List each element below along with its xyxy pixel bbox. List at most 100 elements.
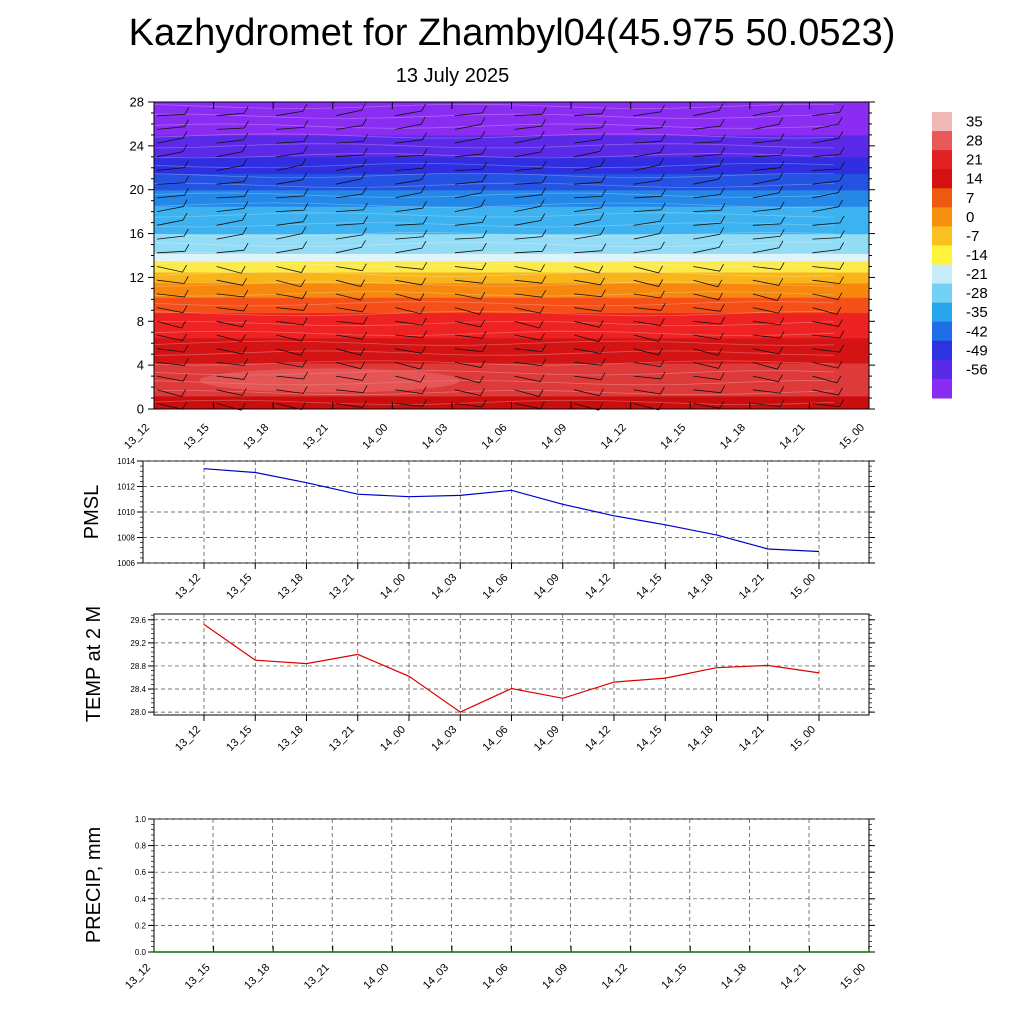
precip-y-tick-label: 0.8 — [135, 842, 147, 851]
contour-line — [154, 172, 834, 179]
wind-barb — [335, 361, 366, 370]
pmsl-x-tick-label: 14_12 — [583, 572, 613, 602]
wind-barb — [156, 199, 188, 212]
temp2m-x-tick-label: 13_12 — [173, 724, 203, 754]
wind-barb — [633, 202, 666, 212]
wind-barb — [454, 174, 487, 185]
wind-barb — [574, 106, 607, 117]
wind-barb — [574, 132, 606, 144]
wind-barb — [276, 333, 306, 342]
wind-barb — [335, 263, 367, 272]
wind-barb — [514, 160, 547, 171]
wind-barb — [335, 400, 367, 409]
wind-barb — [752, 117, 784, 130]
y-tick-label: 0 — [137, 402, 144, 417]
wind-barb — [395, 346, 427, 354]
wind-barb — [276, 371, 308, 380]
wind-barb — [514, 358, 547, 367]
wind-barb — [216, 334, 246, 343]
wind-barb — [693, 134, 726, 144]
wind-barb — [752, 361, 782, 370]
wind-barb — [693, 203, 726, 212]
heatmap-layer-13 — [154, 156, 869, 174]
wind-barb — [693, 215, 726, 226]
wind-barb — [752, 103, 784, 117]
colorbar-label: 0 — [966, 209, 974, 226]
heatmap-layer-12 — [154, 173, 869, 191]
wind-barb — [335, 279, 366, 287]
heatmap-layer-3 — [154, 312, 869, 339]
wind-barb — [514, 290, 547, 298]
wind-barb — [514, 333, 545, 341]
wind-barb — [693, 304, 725, 312]
wind-barb — [216, 189, 249, 199]
wind-barb — [216, 319, 247, 328]
wind-barb — [514, 276, 547, 284]
temp2m-ylabel: TEMP at 2 M — [83, 606, 105, 722]
wind-barb — [276, 157, 307, 171]
heatmap-layer-2 — [154, 337, 869, 364]
wind-barb — [395, 330, 428, 339]
wind-barb — [633, 173, 665, 185]
wind-barb — [693, 187, 725, 199]
wind-barb — [752, 262, 785, 271]
wind-barb — [276, 188, 309, 199]
wind-barb — [693, 348, 723, 356]
wind-barb — [216, 174, 249, 185]
wind-barb — [335, 186, 367, 199]
colorbar-swatch — [932, 283, 952, 304]
wind-barb — [276, 303, 308, 311]
wind-barb — [752, 229, 785, 240]
wind-barb — [693, 158, 724, 171]
precip-x-tick-label: 13_21 — [302, 962, 332, 992]
wind-barb — [156, 374, 188, 382]
wind-barb — [395, 201, 427, 212]
temp2m-x-tick-label: 14_15 — [634, 724, 664, 754]
precip-y-tick-label: 0.2 — [135, 921, 147, 930]
wind-barb — [395, 306, 425, 315]
temp2m-x-tick-label: 14_03 — [429, 724, 459, 754]
wind-barb — [454, 399, 487, 408]
x-tick-label: 13_21 — [301, 422, 331, 452]
wind-barb — [156, 244, 190, 254]
wind-barb — [573, 402, 604, 411]
wind-barb — [574, 304, 606, 312]
wind-barb — [216, 278, 247, 286]
wind-barb — [514, 199, 545, 212]
x-tick-label: 14_00 — [360, 422, 390, 452]
precip-y-tick-label: 1.0 — [135, 815, 147, 824]
pmsl-x-tick-label: 15_00 — [788, 572, 818, 602]
heatmap-layers — [154, 102, 869, 409]
wind-barb — [514, 306, 545, 314]
precip-x-tick-label: 13_15 — [183, 962, 213, 992]
wind-barb — [276, 279, 306, 288]
colorbar-label: -35 — [966, 304, 988, 321]
contour-line — [154, 271, 835, 277]
x-tick-label: 14_18 — [718, 422, 748, 452]
wind-barb — [335, 332, 367, 340]
wind-barb — [335, 147, 368, 158]
temp2m-y-tick-label: 28.8 — [130, 662, 146, 671]
precip-ylabel: PRECIP, mm — [83, 827, 105, 943]
wind-barb — [156, 144, 188, 158]
wind-barb — [752, 133, 785, 144]
chart-subtitle: 13 July 2025 — [395, 65, 510, 87]
wind-barb — [633, 359, 665, 368]
temp2m-y-tick-label: 29.2 — [130, 639, 146, 648]
wind-barb — [156, 107, 190, 117]
contour-line — [154, 370, 835, 376]
wind-barb — [514, 264, 545, 273]
pmsl-x-tick-label: 13_21 — [327, 572, 357, 602]
wind-barb — [156, 389, 186, 397]
colorbar-swatch — [932, 150, 952, 170]
wind-barb — [454, 262, 487, 271]
colorbar-label: -28 — [966, 285, 988, 302]
wind-barb — [633, 157, 664, 171]
wind-barb — [276, 120, 309, 130]
wind-barb — [335, 227, 367, 240]
colorbar-label: -42 — [966, 323, 988, 340]
colorbar-swatch — [932, 340, 952, 361]
wind-barb — [693, 103, 724, 117]
wind-barb — [812, 360, 843, 369]
wind-barb — [514, 130, 545, 144]
